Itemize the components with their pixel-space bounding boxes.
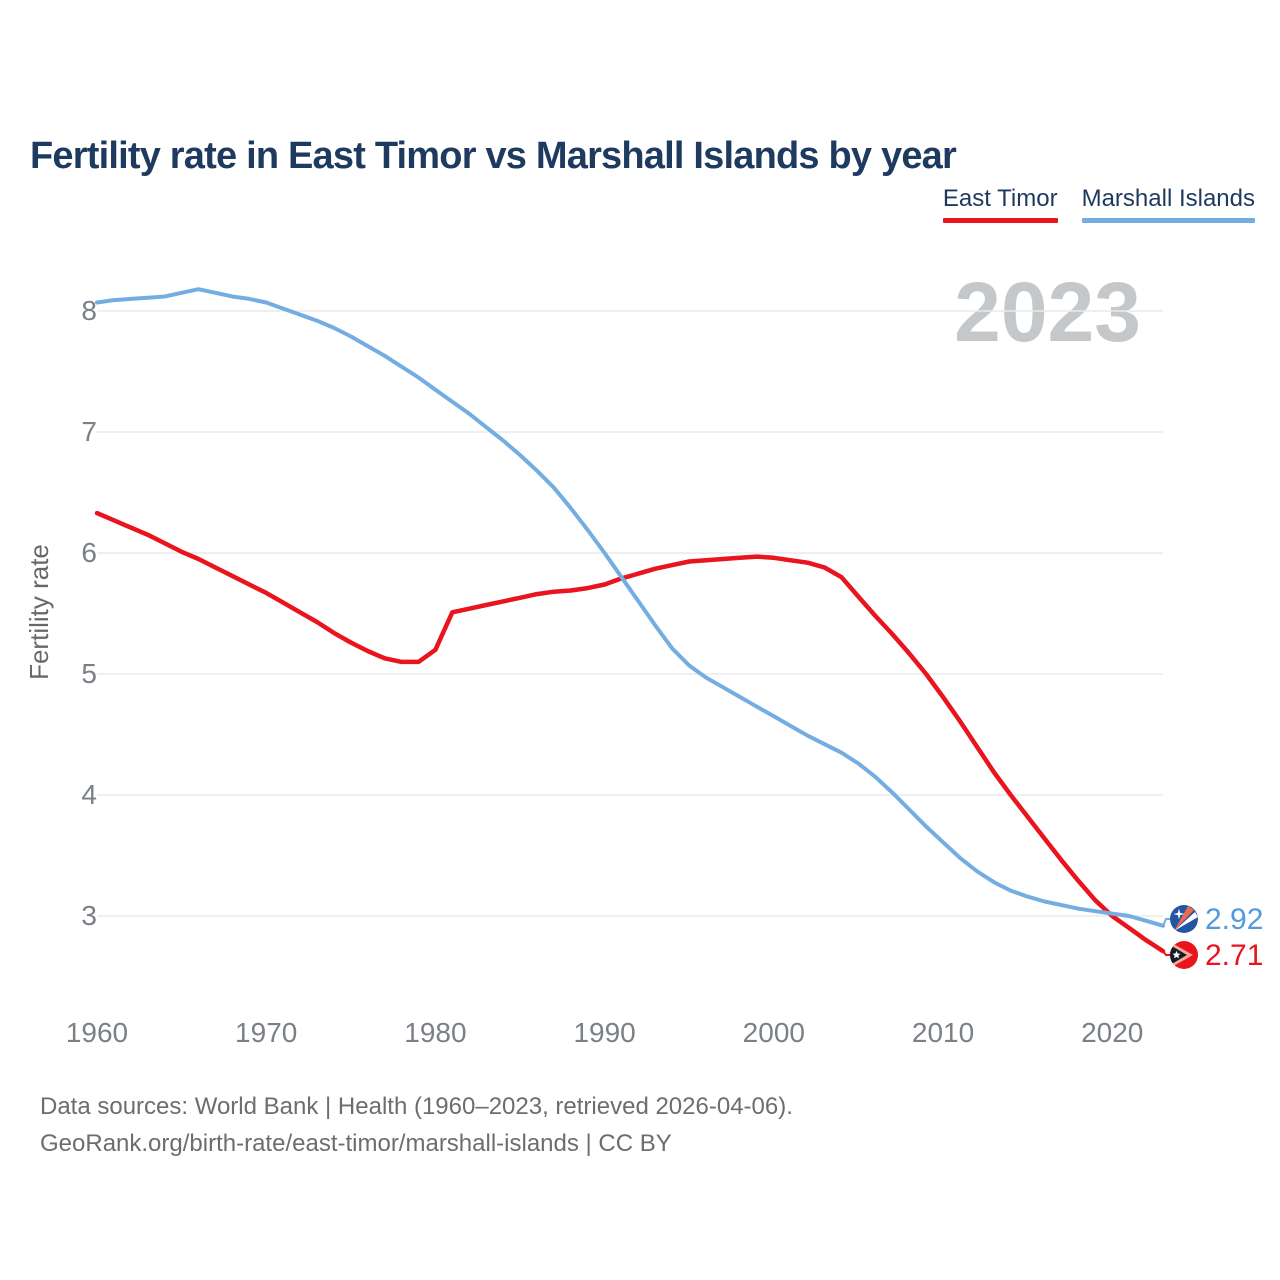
footer-attribution-link: GeoRank.org/birth-rate/east-timor/marsha… [40,1130,672,1157]
y-tick-label-5: 5 [81,658,97,689]
series-line-east-timor [94,510,1166,954]
footer: Data sources: World Bank | Health (1960–… [40,1088,793,1162]
series-line-marshall-islands [95,287,1165,928]
marshall-islands-flag-orange-stripe [1174,906,1194,931]
legend-item-marshall-islands[interactable]: Marshall Islands [1081,185,1255,223]
east-timor-end-connector [1162,950,1170,956]
y-tick-label-6: 6 [81,537,97,568]
east-timor-end-value: 2.71 [1205,939,1263,972]
x-tick-label-2020: 2020 [1081,1017,1143,1048]
legend-underline-east-timor [942,218,1058,223]
legend-label-east-timor: East Timor [942,185,1058,212]
y-axis-label: Fertility rate [24,544,54,680]
legend-item-east-timor[interactable]: East Timor [942,185,1058,223]
y-tick-label-3: 3 [81,900,97,931]
y-tick-label-7: 7 [81,416,97,447]
legend-underline-marshall-islands [1081,218,1255,223]
legend: East Timor Marshall Islands [942,185,1255,223]
x-tick-label-1960: 1960 [66,1017,128,1048]
x-tick-label-1980: 1980 [404,1017,466,1048]
x-tick-label-2010: 2010 [912,1017,974,1048]
marshall-islands-end-value: 2.92 [1205,903,1263,936]
y-tick-label-8: 8 [81,295,97,326]
x-tick-label-2000: 2000 [743,1017,805,1048]
watermark-year: 2023 [954,265,1141,359]
marshall-islands-end-connector [1162,918,1170,927]
footer-data-sources: Data sources: World Bank | Health (1960–… [40,1093,793,1120]
marshall-islands-flag-white-stripe [1174,912,1198,931]
y-tick-label-4: 4 [81,779,97,810]
page-title: Fertility rate in East Timor vs Marshall… [30,135,957,178]
x-tick-label-1970: 1970 [235,1017,297,1048]
x-tick-label-1990: 1990 [573,1017,635,1048]
marshall-islands-flag-star [1173,908,1185,920]
legend-label-marshall-islands: Marshall Islands [1081,185,1255,212]
east-timor-flag-star [1172,950,1181,959]
